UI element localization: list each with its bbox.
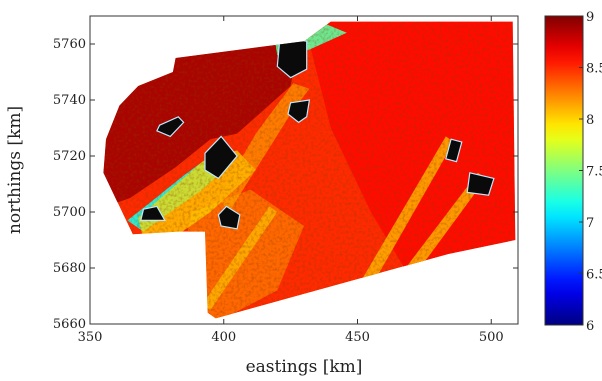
colorbar-tick-label: 7 xyxy=(586,216,594,231)
masked-patch-4 xyxy=(140,205,166,221)
x-tick-label: 350 xyxy=(78,330,103,345)
x-axis-label: eastings [km] xyxy=(246,357,363,377)
y-axis: 5660 5680 5700 5720 5740 5760 xyxy=(53,37,518,332)
y-axis-label: northings [km] xyxy=(5,106,25,234)
masked-patch-5 xyxy=(217,205,241,230)
y-tick-label: 5760 xyxy=(53,37,86,52)
colorbar-tick-label: 7.5 xyxy=(586,165,602,180)
y-tick-label: 5660 xyxy=(53,317,86,332)
colorbar-tick-label: 8 xyxy=(586,113,594,128)
masked-patch-6 xyxy=(445,138,463,163)
y-tick-label: 5700 xyxy=(53,205,86,220)
x-tick-label: 500 xyxy=(479,330,504,345)
heatmap-layer xyxy=(103,21,516,319)
y-tick-label: 5680 xyxy=(53,261,86,276)
x-axis: 350 400 450 500 xyxy=(78,16,504,345)
colorbar-axis: 6 6.5 7 7.5 8 8.5 9 xyxy=(579,10,602,334)
masked-patch-1 xyxy=(287,99,311,124)
x-tick-label: 450 xyxy=(345,330,370,345)
colorbar-tick-label: 8.5 xyxy=(586,62,602,77)
colorbar-tick-label: 9 xyxy=(586,10,594,25)
colorbar xyxy=(544,15,584,326)
y-tick-label: 5740 xyxy=(53,93,86,108)
colorbar-tick-label: 6 xyxy=(586,319,594,334)
y-tick-label: 5720 xyxy=(53,149,86,164)
masked-patch-3 xyxy=(204,135,238,180)
masked-patch-7 xyxy=(466,172,495,196)
masked-patch-2 xyxy=(156,116,185,138)
colorbar-tick-label: 6.5 xyxy=(586,268,602,283)
x-tick-label: 400 xyxy=(211,330,236,345)
